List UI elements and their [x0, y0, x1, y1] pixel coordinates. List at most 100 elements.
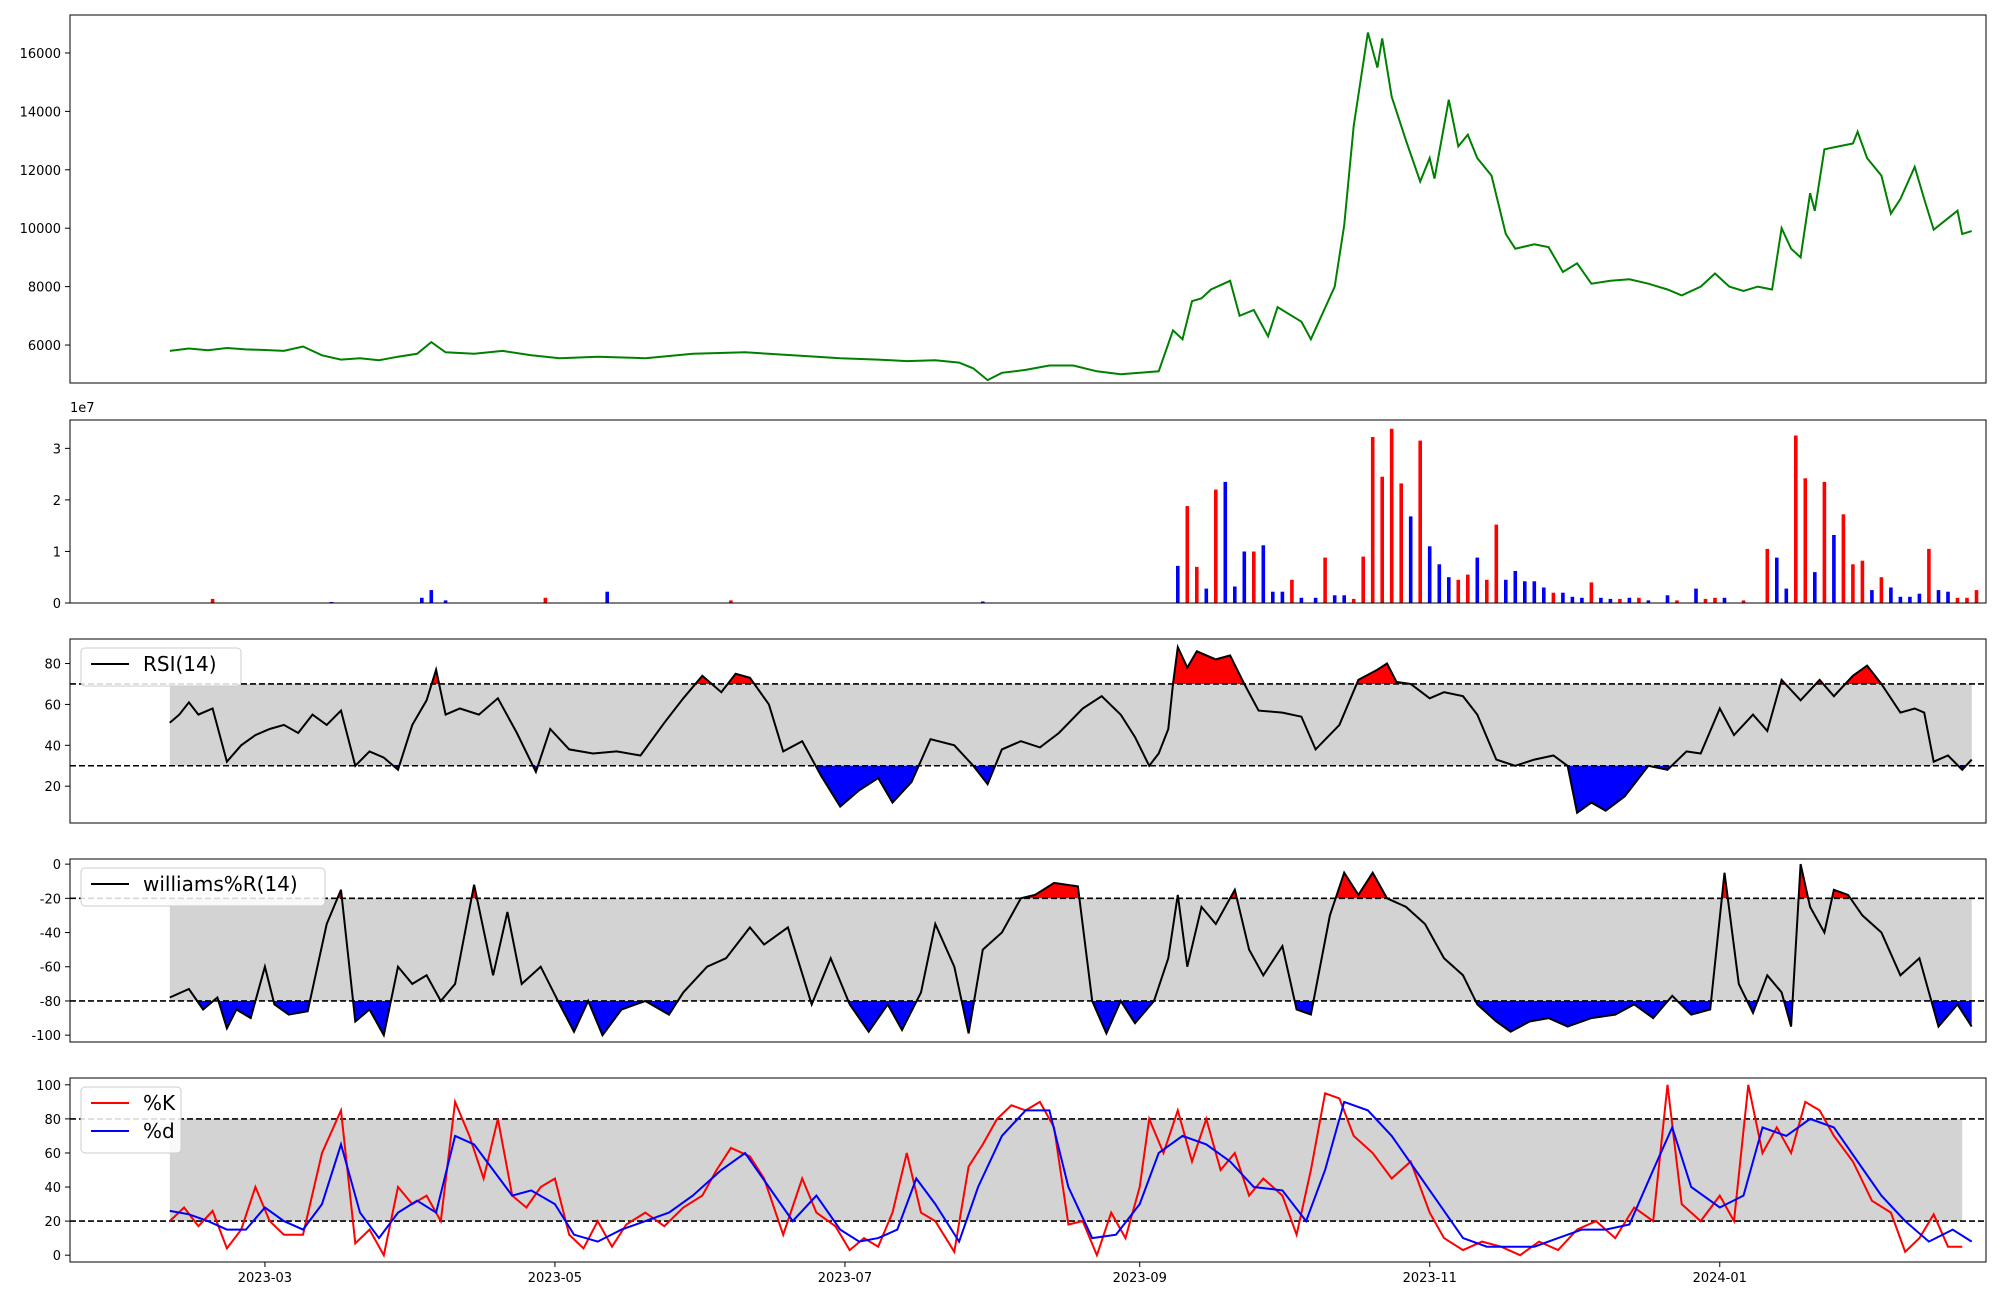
volume-bar	[1794, 435, 1798, 603]
volume-bar	[1694, 588, 1698, 603]
rsi-panel-frame	[69, 638, 1987, 824]
stochastic-legend-label: %K	[143, 1091, 176, 1115]
williams-oversold-fill	[588, 1001, 646, 1036]
volume-bar	[1860, 560, 1865, 603]
volume-bar	[1889, 587, 1893, 603]
price-ytick-label: 6000	[28, 339, 61, 354]
volume-bar	[1532, 581, 1537, 603]
volume-bar	[1908, 596, 1912, 603]
williams-oversold-fill	[273, 1001, 310, 1015]
volume-bar	[1813, 572, 1817, 603]
volume-bar	[1775, 557, 1779, 603]
volume-bar	[1665, 595, 1670, 603]
rsi-oversold-fill	[815, 765, 919, 807]
stochastic-ytick-label: 60	[44, 1147, 61, 1162]
volume-bar	[1475, 557, 1480, 603]
volume-bar	[1261, 545, 1266, 603]
price-ytick-label: 14000	[20, 105, 61, 120]
volume-ytick-label: 0	[53, 597, 61, 612]
rsi-overbought-fill	[695, 675, 712, 684]
williams-ytick-label: -20	[40, 892, 61, 907]
stochastic-ytick-label: 40	[44, 1181, 61, 1196]
volume-bar	[1618, 598, 1622, 603]
stochastic-panel-frame	[69, 1077, 1987, 1263]
volume-bar	[1879, 577, 1884, 603]
rsi-oversold-fill	[1567, 765, 1649, 813]
rsi-overbought-fill	[1845, 665, 1882, 684]
x-tick-label: 2023-03	[238, 1271, 292, 1286]
williams-legend-label: williams%R(14)	[143, 872, 298, 896]
williams-legend-box	[80, 867, 326, 907]
volume-bar	[1456, 579, 1461, 603]
rsi-overbought-fill	[1173, 647, 1245, 684]
williams-oversold-fill	[1092, 1001, 1121, 1034]
volume-bar	[1551, 592, 1556, 603]
williams-ytick-label: -60	[40, 961, 61, 976]
volume-ytick-label: 2	[53, 494, 61, 509]
x-tick-label: 2024-01	[1693, 1271, 1747, 1286]
volume-bar	[1722, 597, 1727, 603]
volume-bar	[1765, 548, 1770, 603]
volume-bar	[1204, 588, 1209, 603]
volume-bar	[1570, 596, 1575, 603]
volume-bar	[1313, 597, 1318, 603]
rsi-legend-box	[80, 647, 242, 687]
volume-bar	[1803, 478, 1808, 603]
volume-bar	[1513, 571, 1518, 603]
volume-bar	[1608, 598, 1613, 603]
volume-bar	[1713, 597, 1717, 603]
stochastic-ytick-label: 100	[36, 1079, 61, 1094]
williams-oversold-fill	[1120, 1001, 1154, 1024]
x-tick-label: 2023-07	[818, 1271, 872, 1286]
volume-bar	[1332, 595, 1337, 603]
williams-ytick-label: 0	[53, 858, 61, 873]
volume-bar	[1242, 551, 1247, 603]
volume-bar	[1485, 579, 1489, 603]
volume-ytick-label: 3	[53, 442, 61, 457]
williams-overbought-fill	[1832, 889, 1851, 899]
volume-bar	[1504, 579, 1508, 603]
volume-bar	[1299, 597, 1304, 603]
volume-bar	[1252, 551, 1256, 603]
williams-oversold-fill	[218, 1001, 256, 1029]
volume-bar	[429, 590, 434, 603]
volume-bar	[981, 601, 985, 603]
volume-bar	[1974, 590, 1979, 603]
rsi-overbought-fill	[1356, 663, 1411, 684]
volume-bar	[1841, 514, 1846, 603]
williams-line	[169, 863, 1973, 1039]
volume-bar	[1927, 548, 1931, 603]
volume-bar	[210, 598, 215, 603]
volume-bar	[1280, 591, 1285, 603]
volume-bar	[1599, 597, 1603, 603]
williams-ytick-label: -80	[40, 995, 61, 1010]
volume-bar	[1176, 565, 1180, 603]
volume-bar	[1361, 556, 1365, 603]
williams-panel-frame	[69, 858, 1987, 1043]
volume-bar	[1418, 440, 1422, 603]
rsi-ytick-label: 40	[44, 739, 61, 754]
volume-panel-frame	[69, 419, 1987, 604]
volume-bar	[1195, 566, 1199, 603]
price-ytick-label: 16000	[20, 47, 61, 62]
volume-bar	[1380, 476, 1384, 603]
volume-bar	[1437, 564, 1442, 603]
volume-bar	[1965, 597, 1969, 603]
volume-bar	[1466, 574, 1470, 603]
volume-bar	[1832, 535, 1836, 603]
williams-oversold-fill	[645, 1001, 678, 1015]
volume-bar	[1784, 588, 1789, 603]
price-ytick-label: 12000	[20, 164, 61, 179]
price-panel-frame	[69, 14, 1987, 384]
stochastic-ytick-label: 20	[44, 1215, 61, 1230]
rsi-ytick-label: 20	[44, 780, 61, 795]
rsi-legend-label: RSI(14)	[143, 652, 217, 676]
volume-bar	[1223, 481, 1228, 603]
volume-bar	[1427, 546, 1432, 603]
volume-bar	[1627, 597, 1632, 603]
williams-ytick-label: -40	[40, 927, 61, 942]
volume-bar	[1271, 591, 1275, 603]
volume-bar	[1955, 597, 1960, 603]
volume-bar	[1290, 579, 1294, 603]
x-tick-label: 2023-05	[528, 1271, 582, 1286]
